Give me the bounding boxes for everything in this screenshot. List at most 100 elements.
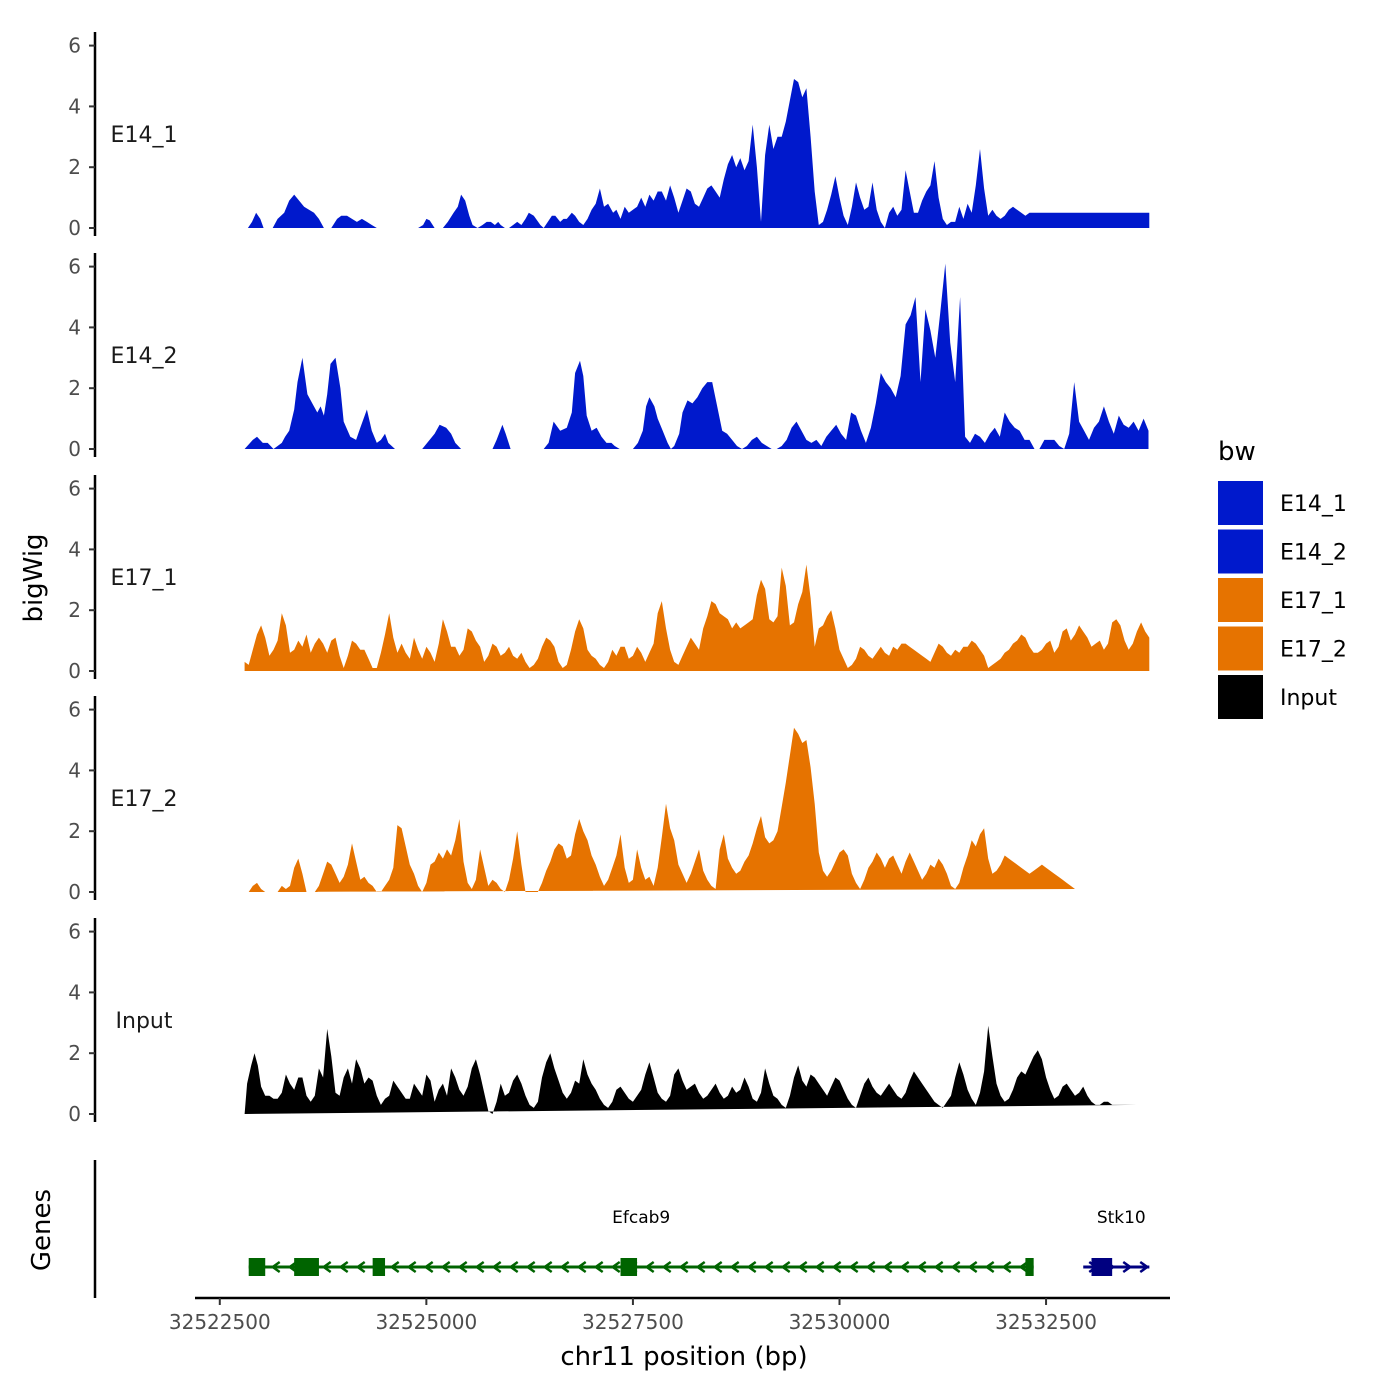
strand-chevron — [729, 1260, 740, 1274]
exon-block — [1091, 1258, 1113, 1276]
track-panel-input: 0 2 4 6 Input — [68, 918, 1137, 1126]
track-panel-e14-2: 0 2 4 6 E14_2 — [68, 253, 1149, 461]
y-tick-label: 2 — [68, 376, 81, 400]
strand-chevron — [440, 1260, 451, 1274]
legend-swatch-e17-1 — [1218, 578, 1263, 622]
strand-chevron — [1139, 1260, 1150, 1274]
strand-chevron — [389, 1260, 400, 1274]
strand-chevron — [491, 1260, 502, 1274]
y-tick-label: 0 — [68, 437, 81, 461]
y-tick-label: 6 — [68, 255, 81, 279]
strand-chevron — [457, 1260, 468, 1274]
strand-chevron — [882, 1260, 893, 1274]
y-tick-label: 0 — [68, 1102, 81, 1126]
track-panel-e14-1: 0 2 4 6 E14_1 — [68, 32, 1150, 240]
legend-swatch-input — [1218, 675, 1263, 719]
strand-chevron — [967, 1260, 978, 1274]
strand-chevron — [831, 1260, 842, 1274]
legend-title: bw — [1218, 437, 1256, 467]
strand-chevron — [916, 1260, 927, 1274]
x-tick-label: 32525000 — [375, 1310, 477, 1334]
x-tick-label: 32527500 — [582, 1310, 684, 1334]
x-axis-title: chr11 position (bp) — [560, 1342, 807, 1372]
strand-chevron — [508, 1260, 519, 1274]
y-tick-label: 2 — [68, 598, 81, 622]
legend-swatch-e17-2 — [1218, 626, 1263, 671]
legend-label: Input — [1280, 686, 1337, 711]
strand-chevron — [474, 1260, 485, 1274]
strand-chevron — [355, 1260, 366, 1274]
y-tick-label: 2 — [68, 1041, 81, 1065]
track-label: E17_2 — [111, 787, 178, 812]
coverage-area-input — [244, 1025, 1137, 1114]
genes-panel: Efcab9 Stk10 — [93, 1160, 1150, 1298]
strand-chevron — [746, 1260, 757, 1274]
x-tick-label: 32522500 — [169, 1310, 271, 1334]
strand-chevron — [542, 1260, 553, 1274]
strand-chevron — [559, 1260, 570, 1274]
legend: bw E14_1 E14_2 E17_1 E17_2 Input — [1218, 437, 1347, 719]
strand-chevron — [525, 1260, 536, 1274]
gene-efcab9: Efcab9 — [248, 1208, 1034, 1276]
gene-name-label: Stk10 — [1097, 1208, 1146, 1228]
y-axis-title: bigWig — [19, 533, 49, 622]
legend-label: E17_1 — [1280, 589, 1347, 614]
track-panel-e17-1: 0 2 4 6 E17_1 — [68, 475, 1150, 683]
x-axis: 32522500 32525000 32527500 32530000 32532500 — [169, 1296, 1170, 1334]
y-tick-label: 6 — [68, 920, 81, 944]
strand-chevron — [644, 1260, 655, 1274]
strand-chevron — [763, 1260, 774, 1274]
strand-chevron — [933, 1260, 944, 1274]
y-tick-label: 0 — [68, 216, 81, 240]
track-label: E14_1 — [111, 123, 178, 148]
gene-name-label: Efcab9 — [612, 1208, 670, 1228]
y-tick-label: 6 — [68, 698, 81, 722]
strand-chevron — [984, 1260, 995, 1274]
strand-chevron — [338, 1260, 349, 1274]
y-tick-label: 4 — [68, 758, 81, 782]
track-panel-e17-2: 0 2 4 6 E17_2 — [68, 696, 1075, 904]
track-label: E14_2 — [111, 344, 178, 369]
y-tick-label: 0 — [68, 880, 81, 904]
legend-label: E17_2 — [1280, 638, 1347, 663]
strand-chevron — [321, 1260, 332, 1274]
legend-label: E14_1 — [1280, 492, 1347, 517]
genes-axis-title: Genes — [27, 1189, 57, 1271]
strand-chevron — [780, 1260, 791, 1274]
coverage-area-e14-1 — [247, 79, 1150, 228]
strand-chevron — [1122, 1260, 1133, 1274]
strand-chevron — [678, 1260, 689, 1274]
y-tick-label: 4 — [68, 94, 81, 118]
y-tick-label: 2 — [68, 819, 81, 843]
strand-chevron — [950, 1260, 961, 1274]
strand-chevron — [797, 1260, 808, 1274]
strand-chevron — [576, 1260, 587, 1274]
gene-stk10: Stk10 — [1083, 1208, 1150, 1276]
strand-chevron — [695, 1260, 706, 1274]
strand-chevron — [610, 1260, 621, 1274]
strand-chevron — [1001, 1260, 1012, 1274]
y-tick-label: 4 — [68, 315, 81, 339]
y-tick-label: 4 — [68, 537, 81, 561]
x-tick-label: 32532500 — [995, 1310, 1097, 1334]
exon-block — [372, 1258, 386, 1276]
strand-chevron — [406, 1260, 417, 1274]
y-tick-label: 2 — [68, 155, 81, 179]
coverage-area-e17-1 — [244, 564, 1150, 671]
exon-block — [294, 1258, 319, 1276]
exon-block — [620, 1258, 638, 1276]
strand-chevron — [661, 1260, 672, 1274]
legend-swatch-e14-2 — [1218, 529, 1263, 574]
strand-chevron — [899, 1260, 910, 1274]
y-tick-label: 4 — [68, 980, 81, 1004]
strand-chevron — [712, 1260, 723, 1274]
legend-label: E14_2 — [1280, 541, 1347, 566]
strand-chevron — [593, 1260, 604, 1274]
track-label: E17_1 — [111, 566, 178, 591]
coverage-tracks: 0 2 4 6 E14_1 0 2 4 6 E14_2 0 2 4 6 E17_1 0 2 4 6 E17_2 0 2 4 6… — [68, 32, 1150, 1126]
strand-chevron — [1018, 1260, 1029, 1274]
coverage-area-e14-2 — [244, 263, 1149, 449]
coverage-area-e17-2 — [248, 727, 1075, 892]
strand-chevron — [423, 1260, 434, 1274]
